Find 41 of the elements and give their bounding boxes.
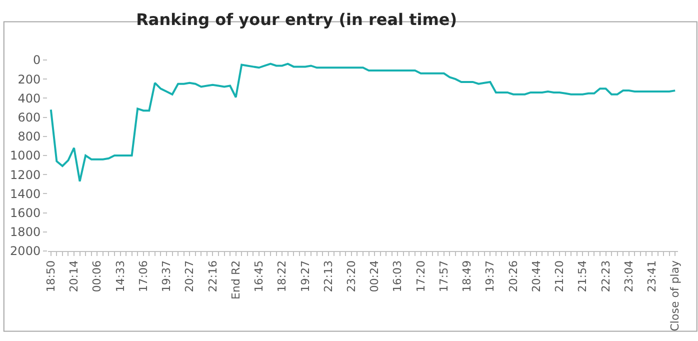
y-tick-label: 1400: [10, 186, 41, 201]
x-tick-label: 20:14: [68, 260, 81, 292]
x-tick-label: 17:06: [136, 260, 150, 292]
x-tick-label: 18:50: [44, 260, 58, 292]
y-tick-label: 0: [32, 53, 41, 68]
x-tick-label: 23:41: [646, 260, 659, 292]
y-tick-label: 800: [18, 130, 41, 144]
y-tick-label: 600: [18, 110, 41, 124]
x-tick-label: 00:06: [90, 260, 104, 292]
x-tick-label: 16:03: [391, 260, 404, 292]
chart-title: Ranking of your entry (in real time): [136, 10, 458, 29]
y-tick-label: 2000: [10, 244, 41, 258]
x-tick-label: 14:33: [114, 260, 127, 292]
x-tick-label: 23:04: [622, 260, 636, 292]
y-tick-label: 400: [18, 91, 41, 106]
x-tick-label: End R2: [229, 260, 242, 300]
x-tick-label: 19:37: [484, 260, 497, 292]
y-tick-label: 200: [18, 72, 41, 86]
x-tick-label: 19:27: [298, 260, 312, 292]
x-tick-label: 16:45: [252, 260, 266, 292]
x-tick-label: 22:13: [322, 260, 335, 292]
x-tick-label: 17:57: [437, 260, 450, 292]
x-tick-label: 22:16: [206, 260, 220, 292]
x-tick-label: 19:37: [160, 260, 174, 292]
x-tick-label: 20:44: [530, 260, 543, 292]
x-tick-label: Close of play: [668, 260, 682, 332]
y-tick-label: 1600: [10, 206, 41, 220]
x-tick-label: 17:20: [414, 260, 428, 292]
y-tick-label: 1200: [10, 168, 41, 182]
x-tick-label: 21:20: [553, 260, 566, 292]
x-tick-label: 21:54: [576, 260, 590, 292]
x-tick-label: 18:22: [276, 260, 289, 292]
x-tick-label: 20:26: [506, 260, 520, 292]
x-tick-label: 18:49: [460, 260, 474, 292]
x-tick-label: 22:23: [599, 260, 612, 292]
y-tick-label: 1800: [10, 225, 41, 240]
y-tick-label: 1000: [10, 148, 41, 163]
x-tick-label: 00:24: [368, 260, 382, 292]
line-series: [50, 62, 676, 182]
x-tick-label: 23:20: [345, 260, 358, 292]
x-tick-label: 20:27: [183, 260, 196, 292]
